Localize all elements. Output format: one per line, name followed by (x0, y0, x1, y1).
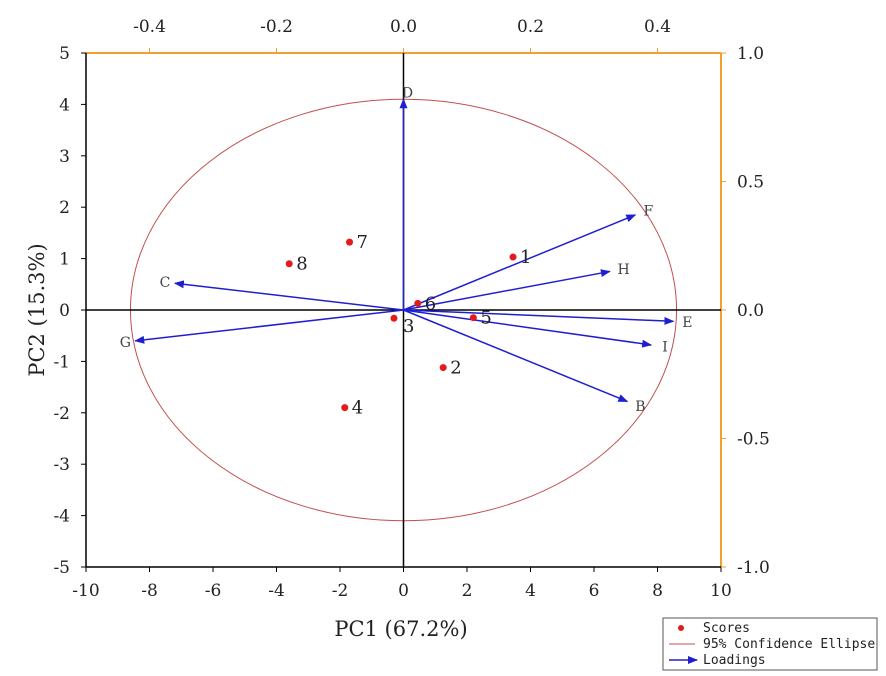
right-tick-label: 0.5 (737, 173, 764, 193)
y-tick-label: 3 (59, 147, 70, 167)
top-tick-label: 0.4 (644, 17, 671, 37)
score-label: 8 (296, 254, 307, 275)
score-label: 1 (520, 247, 531, 268)
legend-label: Loadings (703, 653, 766, 668)
x-tick-label: -4 (268, 581, 285, 601)
loadings-layer: D F H EI B C G (120, 85, 693, 415)
score-label: 6 (425, 293, 436, 314)
loading-arrow (403, 214, 637, 311)
loading-G: G (120, 309, 404, 351)
legend-box (662, 617, 878, 671)
loading-label: B (635, 399, 645, 415)
x-tick-label: 2 (462, 581, 473, 601)
score-point-1: 1 (509, 247, 531, 268)
legend-entry-marker: Scores (678, 621, 750, 636)
loading-arrow (403, 309, 653, 348)
score-marker (346, 238, 354, 246)
score-point-8: 8 (285, 254, 308, 275)
loading-E: E (403, 309, 692, 331)
top-axis-ticks: -0.4 -0.2 0.0 0.2 0.4 (133, 17, 671, 53)
x-tick-label: -8 (141, 581, 158, 601)
loading-arrow (403, 309, 675, 325)
score-point-4: 4 (341, 398, 363, 419)
loading-arrow (173, 280, 404, 311)
loading-label: H (618, 262, 630, 278)
score-marker (439, 364, 447, 372)
loading-label: I (662, 340, 668, 356)
legend-score-marker (678, 625, 684, 631)
score-marker (285, 260, 293, 268)
score-marker (390, 314, 398, 322)
x-tick-label: 8 (652, 581, 663, 601)
x-tick-label: 10 (710, 581, 732, 601)
y-tick-label: 2 (59, 198, 70, 218)
score-marker (341, 404, 349, 412)
y-tick-label: 4 (59, 95, 70, 115)
legend-entry-arrow: Loadings (669, 653, 766, 668)
score-marker (509, 253, 517, 261)
loading-B: B (403, 309, 646, 415)
y-tick-label: -3 (53, 455, 70, 475)
x-tick-label: -2 (332, 581, 349, 601)
y-tick-label: -1 (53, 352, 70, 372)
score-point-2: 2 (439, 358, 462, 379)
score-label: 3 (403, 316, 414, 337)
loading-label: D (402, 85, 413, 101)
right-axis-ticks: 1.0 0.5 0.0 -0.5 -1.0 (721, 44, 770, 578)
score-marker (469, 314, 477, 322)
y-tick-label: 1 (59, 250, 70, 270)
score-point-7: 7 (346, 232, 368, 253)
legend-entry-line: 95% Confidence Ellipse (669, 637, 875, 652)
x-tick-label: -6 (205, 581, 222, 601)
score-marker (414, 299, 422, 307)
loading-arrow (403, 269, 611, 311)
bottom-axis-ticks: -10 -8 -6 -4 -2 0 2 4 6 8 10 (72, 567, 732, 601)
score-point-3: 3 (390, 314, 414, 337)
score-label: 5 (480, 308, 491, 329)
score-point-5: 5 (469, 308, 492, 329)
x-tick-label: 6 (589, 581, 600, 601)
y-tick-label: -2 (53, 404, 70, 424)
legend-label: Scores (703, 621, 750, 636)
y-tick-label: -5 (53, 558, 70, 578)
right-tick-label: 1.0 (737, 44, 764, 64)
loading-D: D (399, 85, 413, 310)
top-tick-label: -0.4 (133, 17, 166, 37)
loading-arrow (134, 309, 404, 344)
x-tick-label: 4 (525, 581, 536, 601)
score-label: 4 (352, 398, 363, 419)
right-tick-label: 0.0 (737, 301, 764, 321)
loading-F: F (403, 203, 654, 311)
x-axis-title: PC1 (67.2%) (334, 617, 467, 641)
score-label: 7 (357, 232, 368, 253)
loading-label: E (682, 315, 692, 331)
x-tick-label: 0 (398, 581, 409, 601)
scores-layer: 1 2 3 4 5 6 7 8 (285, 232, 531, 419)
loading-arrow (403, 309, 629, 403)
loading-I: I (403, 309, 668, 356)
top-tick-label: 0.2 (517, 17, 544, 37)
right-tick-label: -1.0 (737, 558, 770, 578)
loading-label: G (120, 335, 131, 351)
right-tick-label: -0.5 (737, 430, 770, 450)
loading-C: C (160, 275, 404, 311)
y-tick-label: -4 (53, 507, 70, 527)
x-tick-label: -10 (72, 581, 99, 601)
score-label: 2 (450, 358, 461, 379)
loading-H: H (403, 262, 630, 311)
legend-label: 95% Confidence Ellipse (703, 637, 875, 652)
y-tick-label: 5 (59, 44, 70, 64)
top-tick-label: 0.0 (390, 17, 417, 37)
left-axis-ticks: -5 -4 -3 -2 -1 0 1 2 3 4 5 (53, 44, 86, 578)
loading-label: F (644, 203, 654, 219)
y-tick-label: 0 (59, 301, 70, 321)
y-axis-title: PC2 (15.3%) (25, 243, 49, 376)
top-tick-label: -0.2 (260, 17, 293, 37)
loading-label: C (160, 275, 171, 291)
score-point-6: 6 (414, 293, 436, 314)
